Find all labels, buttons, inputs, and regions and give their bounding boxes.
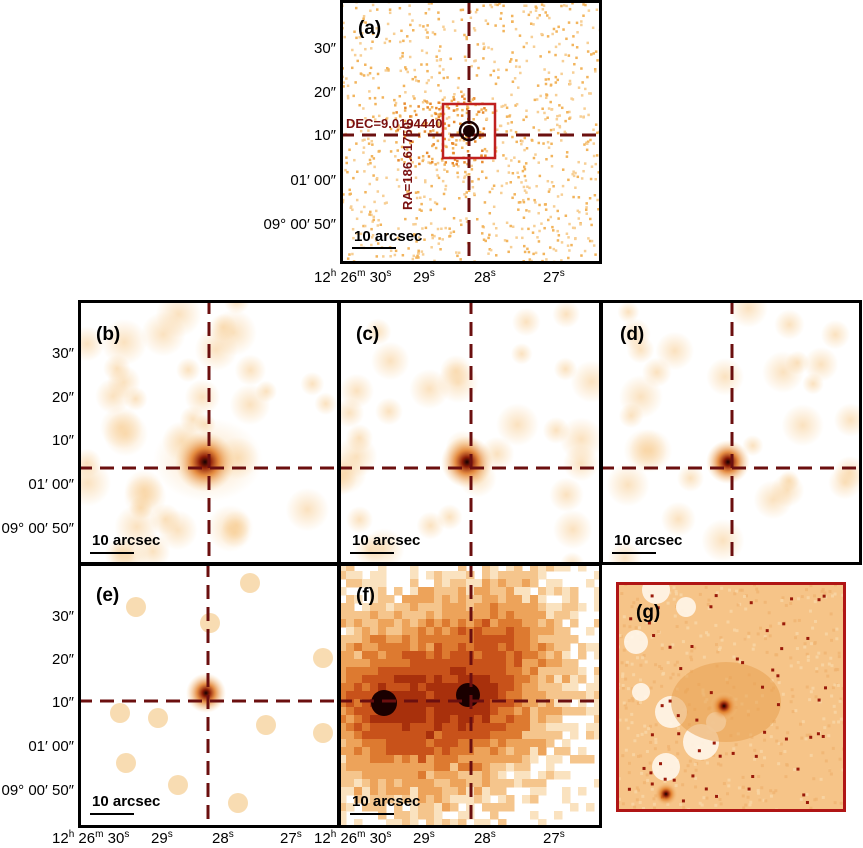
ytick-20-a: 20″: [314, 84, 336, 101]
ytick-20-e: 20″: [52, 651, 74, 668]
panel-g-companion: [654, 782, 678, 806]
panel-f-source-left: [371, 690, 397, 716]
ytick-0900-b: 09° 00′ 50″: [1, 520, 74, 537]
panel-d-scale-label: 10 arcsec: [614, 532, 683, 549]
ytick-0900-a: 09° 00′ 50″: [263, 216, 336, 233]
xtick-29-a: 29s: [413, 268, 435, 286]
panel-d-label: (d): [620, 324, 645, 345]
panel-c-scale-label: 10 arcsec: [352, 532, 421, 549]
d-diffuse-emission: [606, 300, 862, 565]
panel-a-scale-label: 10 arcsec: [354, 228, 423, 245]
ytick-30-a: 30″: [314, 40, 336, 57]
panel-e-source: [186, 673, 226, 713]
panel-e-scale-label: 10 arcsec: [92, 793, 161, 810]
ra-label: RA=186.61750: [400, 122, 415, 210]
panel-b-image: [78, 300, 340, 565]
panel-a-label: (a): [358, 18, 382, 39]
panel-f-scale-label: 10 arcsec: [352, 793, 421, 810]
panel-a-scale-bar: [352, 247, 396, 249]
zoom-box: [441, 102, 497, 160]
panel-e-image: [78, 563, 340, 828]
ytick-0100-b: 01′ 00″: [28, 476, 74, 493]
panel-f-source-right: [456, 683, 480, 707]
panel-f-image: [338, 563, 602, 828]
source-circle: [458, 120, 480, 142]
c-diffuse-emission: [338, 300, 602, 565]
xtick-27-e: 27s: [280, 829, 302, 847]
panel-f-label: (f): [356, 585, 375, 606]
ytick-0900-e: 09° 00′ 50″: [1, 782, 74, 799]
ytick-10-a: 10″: [314, 127, 336, 144]
dec-label: DEC=9.0194440: [346, 116, 443, 131]
xtick-28-e: 28s: [212, 829, 234, 847]
ytick-0100-e: 01′ 00″: [28, 738, 74, 755]
panel-e-label: (e): [96, 585, 120, 606]
panel-e: (e) 10 arcsec: [78, 563, 340, 828]
panel-a: (a) DEC=9.0194440 RA=186.61750 10 arcsec: [340, 0, 602, 264]
panel-c: (c) 10 arcsec: [338, 300, 602, 565]
ytick-10-e: 10″: [52, 694, 74, 711]
xtick-27-a: 27s: [543, 268, 565, 286]
panel-e-scale-bar: [90, 813, 134, 815]
xtick-28-a: 28s: [474, 268, 496, 286]
panel-g: (g): [616, 582, 846, 812]
panel-d-scale-bar: [612, 552, 656, 554]
panel-g-dots: [627, 594, 828, 804]
ytick-30-e: 30″: [52, 608, 74, 625]
panel-b-source: [175, 432, 235, 492]
panel-g-nucleus: [710, 692, 738, 720]
xtick-27-f: 27s: [543, 829, 565, 847]
xtick-28-f: 28s: [474, 829, 496, 847]
panel-b-scale-bar: [90, 552, 134, 554]
panel-e-blobs: [110, 573, 333, 813]
panel-d: (d) 10 arcsec: [600, 300, 862, 565]
panel-c-image: [338, 300, 602, 565]
ytick-30-b: 30″: [52, 345, 74, 362]
ytick-10-b: 10″: [52, 432, 74, 449]
xtick-29-f: 29s: [413, 829, 435, 847]
ytick-20-b: 20″: [52, 389, 74, 406]
xtick-29-e: 29s: [151, 829, 173, 847]
panel-a-source: [463, 125, 475, 137]
xtick-hm-a: 12h 26m 30s: [314, 268, 392, 286]
panel-b: (b) 10 arcsec: [78, 300, 340, 565]
xtick-hm-e: 12h 26m 30s: [52, 829, 130, 847]
panel-g-image: [616, 582, 846, 812]
panel-c-scale-bar: [350, 552, 394, 554]
panel-d-source: [706, 440, 750, 484]
panel-c-label: (c): [356, 324, 380, 345]
panel-f: (f) 10 arcsec: [338, 563, 602, 828]
panel-g-label: (g): [636, 602, 661, 623]
panel-b-label: (b): [96, 324, 121, 345]
panel-f-scale-bar: [350, 813, 394, 815]
ytick-0100-a: 01′ 00″: [290, 172, 336, 189]
panel-b-scale-label: 10 arcsec: [92, 532, 161, 549]
panel-d-image: [600, 300, 862, 565]
xtick-hm-f: 12h 26m 30s: [314, 829, 392, 847]
panel-c-source: [441, 436, 493, 488]
